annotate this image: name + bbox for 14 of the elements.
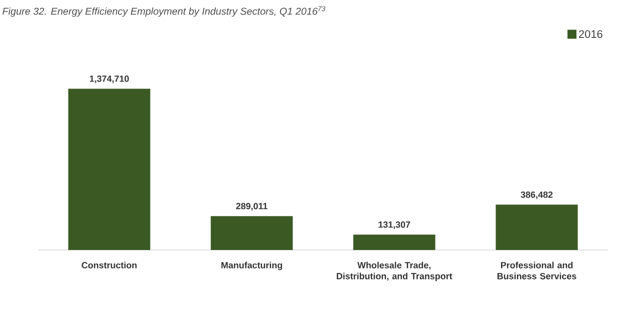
bar [353, 234, 436, 250]
legend-label: 2016 [579, 30, 602, 38]
x-tick-label: Construction [82, 262, 137, 268]
x-tick-label: Manufacturing [221, 262, 282, 270]
data-label: 1,374,710 [90, 76, 129, 84]
x-tick-label: Professional and Business Services [497, 262, 576, 280]
chart-title: Figure 32. Energy Efficiency Employment by Industry Sectors, Q1 2016$^{73}$ [2, 6, 326, 17]
bar [68, 88, 150, 250]
bar [496, 204, 578, 250]
bar [210, 216, 293, 250]
data-label: 289,011 [236, 202, 268, 211]
data-label: 386,482 [520, 191, 553, 200]
data-label: 131,307 [378, 221, 410, 230]
x-tick-label: Wholesale Trade, Distribution, and Transport [336, 262, 452, 282]
